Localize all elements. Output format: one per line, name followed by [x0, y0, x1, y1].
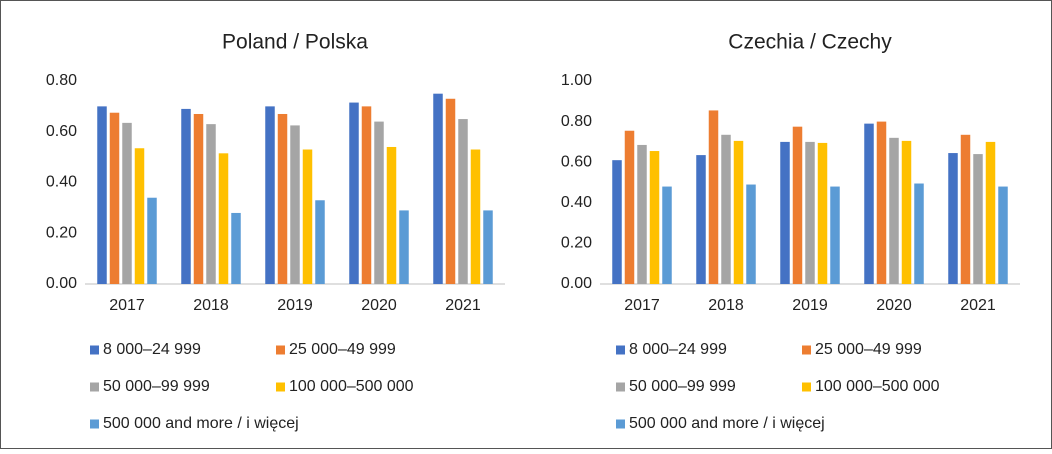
x-tick-label: 2018: [193, 297, 229, 314]
x-tick-label: 2020: [876, 297, 912, 314]
y-tick-label: 0.80: [561, 113, 592, 130]
legend-swatch: [616, 419, 625, 429]
bar: [193, 113, 204, 284]
chart-title: Poland / Polska: [222, 31, 368, 54]
bar: [218, 153, 229, 284]
bar: [817, 142, 828, 284]
x-tick-label: 2021: [445, 297, 481, 314]
bar: [948, 153, 958, 284]
x-tick-label: 2020: [361, 297, 397, 314]
bar: [662, 186, 672, 284]
y-tick-label: 0.00: [46, 275, 77, 292]
legend-label: 100 000–500 000: [289, 378, 414, 395]
bar: [349, 102, 359, 284]
legend-swatch: [276, 345, 285, 355]
bar: [612, 160, 622, 284]
bar: [97, 106, 107, 284]
bar: [960, 134, 971, 284]
bar: [181, 108, 191, 284]
bar: [483, 210, 493, 284]
legend-swatch: [616, 345, 625, 355]
bar: [805, 141, 815, 284]
bar: [649, 151, 660, 284]
y-tick-label: 0.20: [46, 224, 77, 241]
bar: [914, 183, 924, 284]
bar: [901, 140, 912, 284]
bar: [998, 186, 1008, 284]
bar: [315, 200, 325, 284]
y-tick-label: 0.40: [46, 174, 77, 191]
legend-label: 500 000 and more / i więcej: [629, 415, 825, 432]
bar: [985, 141, 996, 284]
bar: [624, 130, 635, 284]
bar: [470, 149, 481, 284]
y-tick-label: 1.00: [561, 72, 592, 89]
bar: [109, 112, 120, 284]
x-tick-label: 2017: [624, 297, 660, 314]
bar: [302, 149, 313, 284]
y-tick-label: 0.00: [561, 275, 592, 292]
legend-label: 50 000–99 999: [629, 378, 736, 395]
bar: [265, 106, 275, 284]
bar: [231, 212, 241, 284]
legend-label: 100 000–500 000: [815, 378, 940, 395]
bar: [361, 106, 372, 284]
y-tick-label: 0.20: [561, 235, 592, 252]
legend-swatch: [90, 419, 99, 429]
bar: [889, 137, 899, 284]
bar: [458, 119, 468, 284]
bar: [721, 134, 731, 284]
bar: [206, 124, 216, 284]
bar: [134, 148, 145, 284]
legend-label: 25 000–49 999: [815, 341, 922, 358]
bar: [973, 154, 983, 284]
x-tick-label: 2019: [277, 297, 313, 314]
bar: [277, 113, 288, 284]
bar: [876, 121, 887, 284]
legend-label: 50 000–99 999: [103, 378, 210, 395]
y-tick-label: 0.60: [561, 153, 592, 170]
bar: [792, 126, 803, 284]
bar: [708, 110, 719, 284]
bar: [122, 122, 132, 285]
x-tick-label: 2019: [792, 297, 828, 314]
bar: [290, 125, 300, 284]
legend-swatch: [90, 345, 99, 355]
legend-swatch: [276, 382, 285, 392]
bar: [733, 140, 744, 284]
bar: [399, 210, 409, 284]
bar: [830, 186, 840, 284]
legend-swatch: [90, 382, 99, 392]
bar: [780, 141, 790, 284]
bar: [696, 155, 706, 284]
legend-swatch: [616, 382, 625, 392]
legend-label: 8 000–24 999: [103, 341, 201, 358]
x-tick-label: 2018: [708, 297, 744, 314]
bar: [386, 146, 397, 284]
x-tick-label: 2021: [960, 297, 996, 314]
chart-title: Czechia / Czechy: [728, 31, 892, 54]
legend-label: 25 000–49 999: [289, 341, 396, 358]
legend-label: 500 000 and more / i więcej: [103, 415, 299, 432]
legend-swatch: [802, 382, 811, 392]
legend-label: 8 000–24 999: [629, 341, 727, 358]
x-tick-label: 2017: [109, 297, 145, 314]
bar: [746, 184, 756, 284]
bar: [445, 98, 456, 284]
bar: [637, 144, 647, 284]
bar: [374, 121, 384, 284]
legend-swatch: [802, 345, 811, 355]
y-tick-label: 0.80: [46, 72, 77, 89]
bar: [433, 93, 443, 284]
y-tick-label: 0.60: [46, 123, 77, 140]
bar: [864, 123, 874, 284]
y-tick-label: 0.40: [561, 194, 592, 211]
bar: [147, 197, 157, 284]
